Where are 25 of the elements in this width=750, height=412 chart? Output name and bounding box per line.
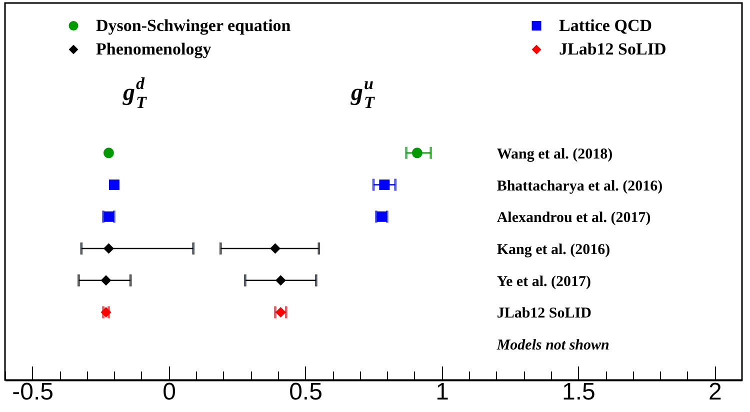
legend-label: Phenomenology [96, 40, 212, 58]
point [103, 148, 114, 158]
y-tick-label: Wang et al. (2018) [496, 146, 613, 162]
x-tick-label: 2 [708, 378, 722, 406]
legend-label: Dyson-Schwinger equation [96, 16, 292, 35]
point [270, 243, 280, 254]
y-tick-label: Bhattacharya et al. (2016) [496, 178, 663, 194]
legend-label: Lattice QCD [559, 16, 652, 35]
x-tick-label: 0.5 [289, 378, 322, 406]
y-tick-label: Kang et al. (2016) [496, 242, 610, 258]
y-tick-label: Alexandrou et al. (2017) [496, 210, 651, 226]
x-tick-label: -0.5 [12, 378, 54, 406]
point [100, 275, 112, 286]
x-tick-label: 1 [436, 378, 449, 406]
y-tick-label: Ye et al. (2017) [496, 274, 591, 290]
y-tick-label: Models not shown [496, 338, 610, 354]
point [103, 243, 114, 254]
point [275, 275, 286, 286]
point [412, 148, 422, 158]
point [108, 180, 120, 190]
x-tick-label: 0 [162, 378, 176, 406]
x-tick-label: 1.5 [562, 378, 596, 406]
point [379, 180, 390, 190]
y-tick-label: JLab12 SoLID [496, 306, 592, 322]
legend-label: JLab12 SoLID [559, 40, 666, 58]
